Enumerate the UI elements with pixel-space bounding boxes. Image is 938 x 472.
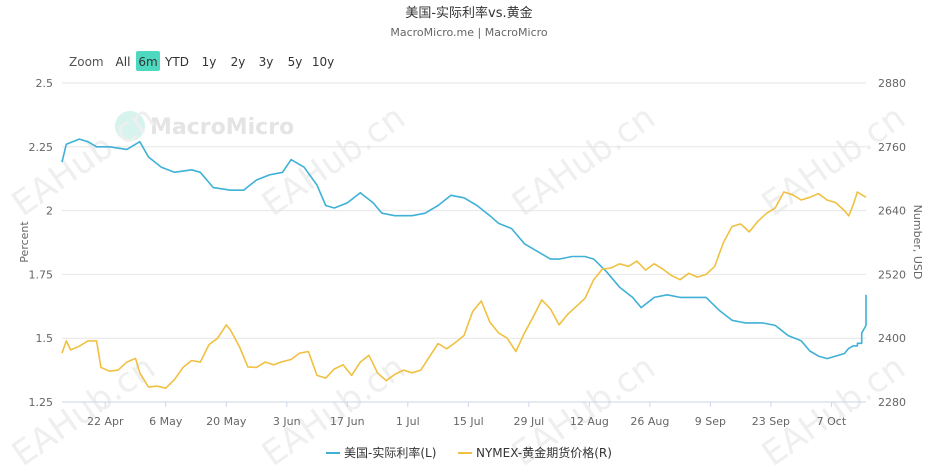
zoom-button-10y[interactable]: 10y: [312, 55, 334, 69]
y-left-tick: 2.25: [29, 141, 54, 154]
zoom-button-5y[interactable]: 5y: [288, 55, 303, 69]
series-group: [61, 138, 867, 390]
zoom-selected-bg: [136, 51, 160, 71]
zoom-button-label: YTD: [164, 55, 189, 69]
x-tick-label: 23 Sep: [752, 415, 790, 428]
legend-label: 美国-实际利率(L): [344, 445, 436, 460]
y-right-axis-label: Number, USD: [911, 205, 924, 280]
zoom-button-label: 6m: [138, 55, 157, 69]
logo-text: MacroMicro: [150, 115, 294, 140]
y-right-ticks: 2280 2400 2520 2640 2760 2880: [878, 77, 906, 409]
zoom-button-label: 3y: [259, 55, 274, 69]
watermark-text: EAHub.cn: [5, 347, 163, 472]
watermark-text: EAHub.cn: [5, 97, 163, 224]
x-tick-label: 6 May: [149, 415, 183, 428]
zoom-button-label: 2y: [231, 55, 246, 69]
y-left-tick: 1.5: [36, 332, 54, 345]
legend-label: NYMEX-黄金期货价格(R): [476, 445, 612, 460]
y-right-tick: 2520: [878, 268, 906, 281]
grid: [62, 82, 866, 403]
zoom-button-label: All: [116, 55, 131, 69]
x-tick-label: 9 Sep: [695, 415, 726, 428]
x-tick-label: 1 Jul: [396, 415, 420, 428]
zoom-button-all[interactable]: All: [116, 55, 131, 69]
y-right-tick: 2400: [878, 332, 906, 345]
zoom-button-1y[interactable]: 1y: [202, 55, 217, 69]
logo-icon: [115, 111, 145, 141]
x-tick-label: 29 Jul: [513, 415, 544, 428]
zoom-label: Zoom: [69, 55, 104, 69]
x-tick-label: 17 Jun: [330, 415, 365, 428]
x-tick-label: 15 Jul: [453, 415, 484, 428]
y-right-tick: 2640: [878, 205, 906, 218]
x-axis-ticks: 22 Apr 6 May 20 May 3 Jun 17 Jun 1 Jul 15 Jul 2…: [87, 402, 847, 428]
x-tick-label: 7 Oct: [817, 415, 847, 428]
zoom-button-label: 1y: [202, 55, 217, 69]
x-tick-label: 3 Jun: [273, 415, 301, 428]
y-left-ticks: 1.25 1.5 1.75 2 2.25 2.5: [29, 77, 54, 409]
zoom-button-ytd[interactable]: YTD: [164, 55, 189, 69]
x-tick-label: 20 May: [206, 415, 247, 428]
zoom-button-3y[interactable]: 3y: [259, 55, 274, 69]
zoom-bar: Zoom All 6m YTD 1y 2y 3y 5y 10y: [69, 51, 334, 71]
chart-title: 美国-实际利率vs.黄金: [405, 5, 532, 21]
legend: 美国-实际利率(L) NYMEX-黄金期货价格(R): [326, 445, 612, 460]
series-line-gold-price: [61, 191, 867, 390]
macromicro-logo: MacroMicro: [115, 111, 294, 141]
watermark-text: EAHub.cn: [505, 97, 663, 224]
zoom-button-label: 5y: [288, 55, 303, 69]
series-line-real-rate: [61, 138, 867, 360]
legend-item[interactable]: 美国-实际利率(L): [326, 445, 436, 460]
x-tick-label: 22 Apr: [87, 415, 124, 428]
zoom-button-2y[interactable]: 2y: [231, 55, 246, 69]
watermark-text: EAHub.cn: [755, 347, 913, 472]
zoom-button-6m[interactable]: 6m: [136, 51, 160, 71]
legend-item[interactable]: NYMEX-黄金期货价格(R): [458, 445, 612, 460]
y-right-tick: 2280: [878, 396, 906, 409]
x-tick-label: 12 Aug: [570, 415, 609, 428]
x-tick-label: 26 Aug: [630, 415, 669, 428]
chart-subtitle: MacroMicro.me | MacroMicro: [390, 26, 548, 39]
y-right-tick: 2880: [878, 77, 906, 90]
y-left-tick: 1.25: [29, 396, 54, 409]
y-left-tick: 1.75: [29, 268, 54, 281]
y-left-tick: 2: [46, 205, 53, 218]
y-left-axis-label: Percent: [18, 221, 31, 263]
y-left-tick: 2.5: [36, 77, 54, 90]
zoom-button-label: 10y: [312, 55, 334, 69]
y-right-tick: 2760: [878, 141, 906, 154]
